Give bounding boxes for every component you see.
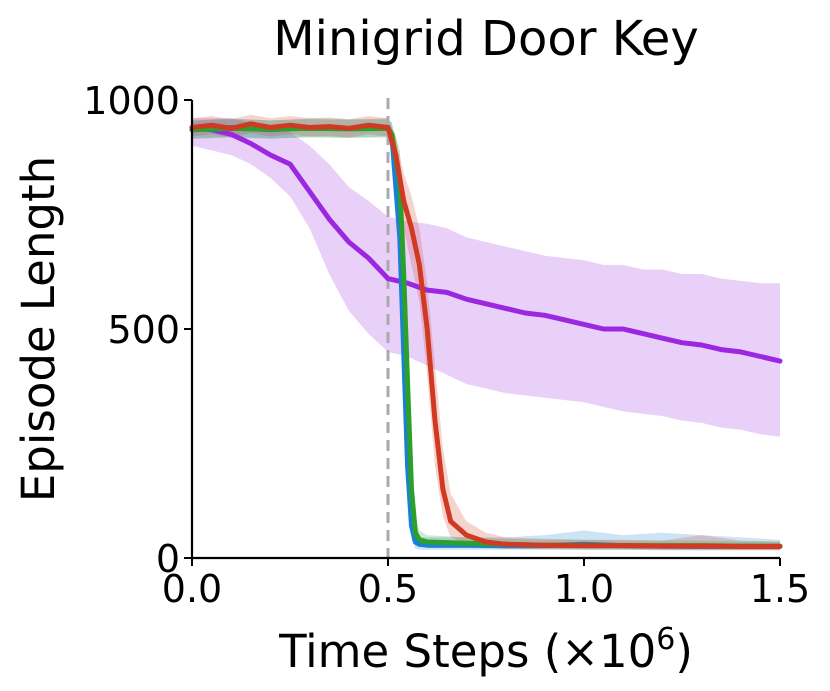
x-axis-label-exponent: 6 <box>656 622 675 657</box>
chart-title: Minigrid Door Key <box>273 11 698 67</box>
y-tick-label: 1000 <box>83 79 180 123</box>
y-ticks: 0 500 1000 <box>83 79 192 581</box>
series-lines <box>189 121 783 549</box>
y-tick-label: 500 <box>107 308 180 352</box>
x-tick-label: 0.5 <box>358 567 418 611</box>
x-axis-label-tail: ) <box>675 625 693 678</box>
x-tick-label: 1.5 <box>750 567 810 611</box>
x-tick-label: 0.0 <box>162 567 222 611</box>
confidence-bands <box>192 114 780 551</box>
series-1-band <box>192 118 780 437</box>
series-4-line <box>189 121 783 549</box>
y-axis-label: Episode Length <box>12 156 65 502</box>
x-axis-label-main: Time Steps (×10 <box>278 625 656 678</box>
x-ticks: 0.0 0.5 1.0 1.5 <box>162 558 810 611</box>
y-tick-label: 0 <box>156 537 180 581</box>
series-1-line <box>189 125 783 364</box>
x-axis-label: Time Steps (×106) <box>278 622 693 678</box>
x-tick-label: 1.0 <box>554 567 614 611</box>
